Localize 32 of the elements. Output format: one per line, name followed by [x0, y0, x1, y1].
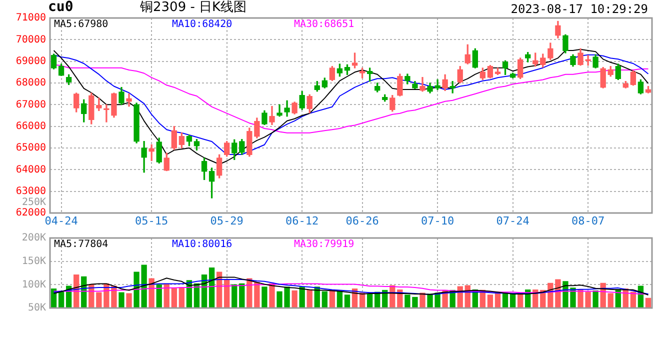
x-tick-label: 07-10: [420, 214, 454, 228]
x-tick-label: 06-12: [286, 214, 319, 228]
x-tick-label: 05-15: [135, 214, 168, 228]
y-tick-label: 70000: [16, 34, 46, 46]
text: 250K: [22, 196, 46, 208]
y-tick-label: 150K: [22, 256, 46, 267]
text: MA10:68420: [172, 19, 232, 31]
y-tick-label: 62000: [16, 208, 46, 219]
x-tick-label: 04-24: [44, 214, 78, 228]
y-tick-label: 200K: [22, 232, 46, 244]
x-tick-label: 07-24: [496, 214, 530, 228]
chart-subtitle: cu0: [48, 0, 74, 15]
text: MA30:68651: [294, 19, 354, 31]
x-tick-label: 08-07: [571, 214, 605, 228]
text: 2023-08-17 10:29:29: [510, 2, 648, 16]
text: MA30:79919: [294, 239, 354, 251]
y-tick-label: 65000: [16, 142, 46, 154]
text: MA10:80016: [172, 239, 232, 251]
y-tick-label: 63000: [16, 186, 46, 197]
x-tick-label: 06-26: [346, 214, 379, 228]
y-tick-label: 69000: [16, 56, 46, 67]
text: MA5:67980: [54, 19, 108, 31]
y-tick-label: 100K: [22, 279, 46, 290]
y-tick-label: 50K: [28, 302, 46, 314]
text: MA5:77804: [54, 239, 108, 251]
x-tick-label: 05-29: [210, 214, 244, 228]
chart-title: 铜2309 - 日K线图: [140, 0, 247, 15]
y-tick-label: 71000: [16, 12, 46, 24]
y-tick-label: 67000: [16, 99, 46, 110]
y-tick-label: 66000: [16, 120, 46, 132]
y-tick-label: 64000: [16, 164, 46, 176]
y-tick-label: 68000: [16, 78, 46, 89]
